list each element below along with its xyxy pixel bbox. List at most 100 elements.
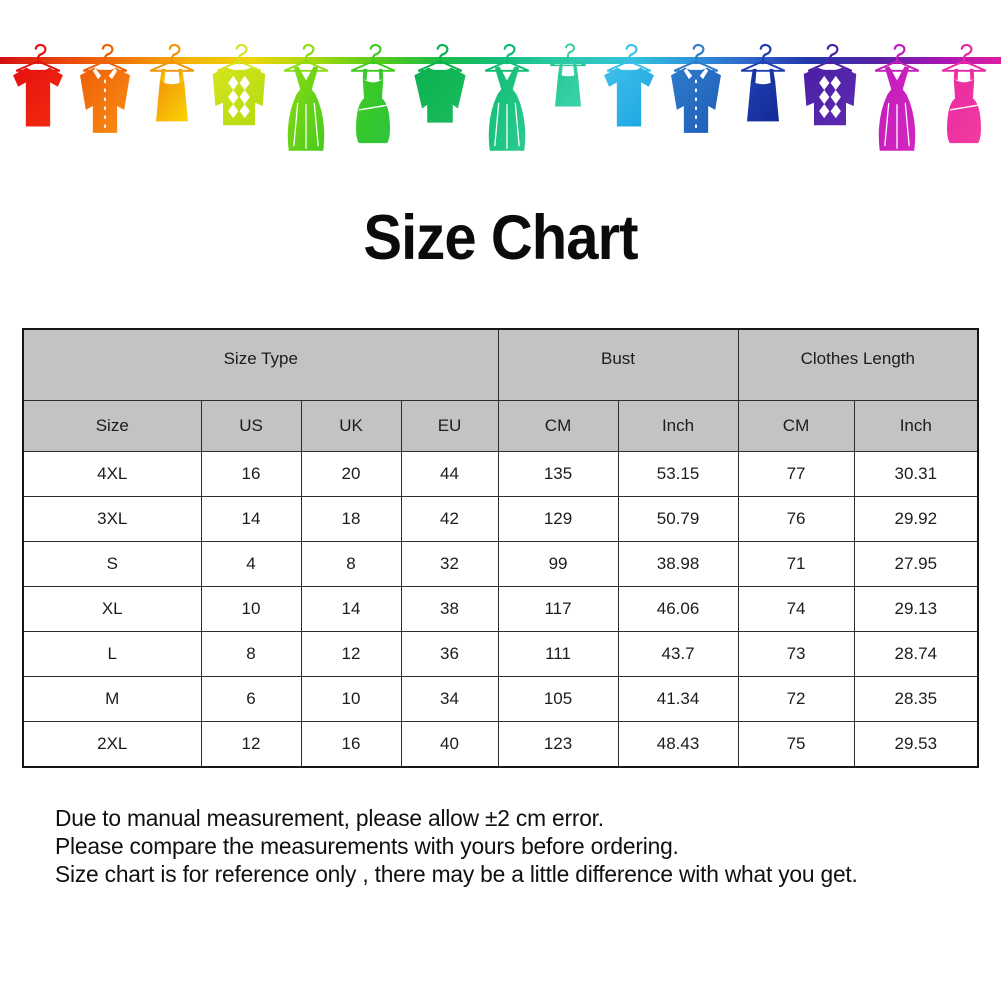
- hanger-bar-icon: [550, 56, 586, 67]
- table-cell: 41.34: [617, 676, 739, 722]
- size-cell: 2XL: [22, 721, 202, 768]
- hanger-hook-icon: [235, 43, 248, 65]
- table-cell: 38: [400, 586, 499, 632]
- group-header-size-type: Size Type: [22, 328, 499, 401]
- column-header-row: Size US UK EU CM Inch CM Inch: [22, 400, 979, 452]
- table-cell: 6: [200, 676, 302, 722]
- table-cell: 29.53: [853, 721, 979, 768]
- table-cell: 42: [400, 496, 499, 542]
- dress-icon: [484, 43, 530, 151]
- table-cell: 117: [497, 586, 619, 632]
- column-header-eu: EU: [400, 400, 499, 452]
- table-cell: 46.06: [617, 586, 739, 632]
- table-cell: 10: [300, 676, 402, 722]
- note-line-3: Size chart is for reference only , there…: [55, 861, 858, 887]
- garment-green-sweater: [408, 42, 472, 164]
- dress-icon: [874, 43, 920, 151]
- table-body: 4XL 16 20 44 135 53.15 77 30.31 3XL 14 18 42 129 50.7…: [22, 451, 979, 768]
- size-cell: 4XL: [22, 451, 202, 497]
- table-cell: 28.35: [853, 676, 979, 722]
- dress-icon: [283, 43, 329, 151]
- hanger-bar-icon: [283, 60, 329, 72]
- size-cell: XL: [22, 586, 202, 632]
- table-cell: 40: [400, 721, 499, 768]
- garment-green-tank-dress: [341, 42, 405, 164]
- size-chart-table: Size Type Bust Clothes Length Size US UK…: [22, 328, 980, 768]
- table-cell: 38.98: [617, 541, 739, 587]
- table-cell: 34: [400, 676, 499, 722]
- table-cell: 73: [737, 631, 855, 677]
- table-cell: 8: [200, 631, 302, 677]
- group-header-bust: Bust: [497, 328, 739, 401]
- garment-amber-tank-top: [140, 42, 204, 164]
- table-cell: 4: [200, 541, 302, 587]
- column-header-length-cm: CM: [737, 400, 855, 452]
- hanger-hook-icon: [826, 43, 839, 65]
- tank-dress-icon: [941, 43, 987, 144]
- table-cell: 135: [497, 451, 619, 497]
- table-cell: 72: [737, 676, 855, 722]
- hanger-bar-icon: [350, 60, 396, 72]
- column-header-bust-inch: Inch: [617, 400, 739, 452]
- garment-cyan-tshirt: [597, 42, 661, 164]
- size-cell: L: [22, 631, 202, 677]
- hanger-hook-icon: [168, 43, 181, 65]
- hanger-hook-icon: [960, 43, 973, 65]
- garment-green-dress: [274, 42, 338, 164]
- table-cell: 16: [300, 721, 402, 768]
- garment-navy-tank-top: [731, 42, 795, 164]
- hanger-bar-icon: [149, 60, 195, 72]
- t-shirt-icon: [604, 43, 654, 127]
- hanger-hook-icon: [625, 43, 638, 65]
- table-row: S 4 8 32 99 38.98 71 27.95: [22, 541, 979, 587]
- garment-red-tshirt: [6, 42, 70, 164]
- table-cell: 75: [737, 721, 855, 768]
- table-cell: 12: [300, 631, 402, 677]
- table-cell: 77: [737, 451, 855, 497]
- table-cell: 20: [300, 451, 402, 497]
- garment-pink-tank-dress: [932, 42, 996, 164]
- page-title: Size Chart: [363, 203, 638, 273]
- table-cell: 32: [400, 541, 499, 587]
- hanger-hook-icon: [302, 43, 315, 65]
- table-cell: 30.31: [853, 451, 979, 497]
- hanger-hook-icon: [759, 43, 772, 65]
- group-header-row: Size Type Bust Clothes Length: [22, 328, 979, 401]
- garment-teal-dress: [475, 42, 539, 164]
- column-header-us: US: [200, 400, 302, 452]
- table-cell: 74: [737, 586, 855, 632]
- table-cell: 36: [400, 631, 499, 677]
- garment-yellowgreen-argyle-sweater: [207, 42, 271, 164]
- shirt-icon: [671, 43, 721, 133]
- table-cell: 14: [200, 496, 302, 542]
- table-cell: 123: [497, 721, 619, 768]
- clothesline-banner: [0, 0, 1001, 180]
- table-cell: 29.92: [853, 496, 979, 542]
- table-cell: 50.79: [617, 496, 739, 542]
- table-row: 2XL 12 16 40 123 48.43 75 29.53: [22, 721, 979, 768]
- tank-dress-icon: [350, 43, 396, 144]
- note-line-2: Please compare the measurements with you…: [55, 833, 679, 859]
- size-cell: S: [22, 541, 202, 587]
- table-cell: 129: [497, 496, 619, 542]
- table-cell: 10: [200, 586, 302, 632]
- size-cell: M: [22, 676, 202, 722]
- note-line-1: Due to manual measurement, please allow …: [55, 805, 604, 831]
- hanger-bar-icon: [740, 60, 786, 72]
- column-header-bust-cm: CM: [497, 400, 619, 452]
- table-cell: 8: [300, 541, 402, 587]
- table-cell: 111: [497, 631, 619, 677]
- garment-blue-shirt: [664, 42, 728, 164]
- column-header-size: Size: [22, 400, 202, 452]
- hanger-hook-icon: [101, 43, 114, 65]
- hanger-hook-icon: [893, 43, 906, 65]
- column-header-length-inch: Inch: [853, 400, 979, 452]
- table-row: M 6 10 34 105 41.34 72 28.35: [22, 676, 979, 722]
- table-cell: 53.15: [617, 451, 739, 497]
- sweater-argyle-icon: [803, 43, 857, 126]
- sweater-argyle-icon: [212, 43, 266, 126]
- table-cell: 99: [497, 541, 619, 587]
- table-cell: 29.13: [853, 586, 979, 632]
- table-cell: 44: [400, 451, 499, 497]
- hanger-bar-icon: [874, 60, 920, 72]
